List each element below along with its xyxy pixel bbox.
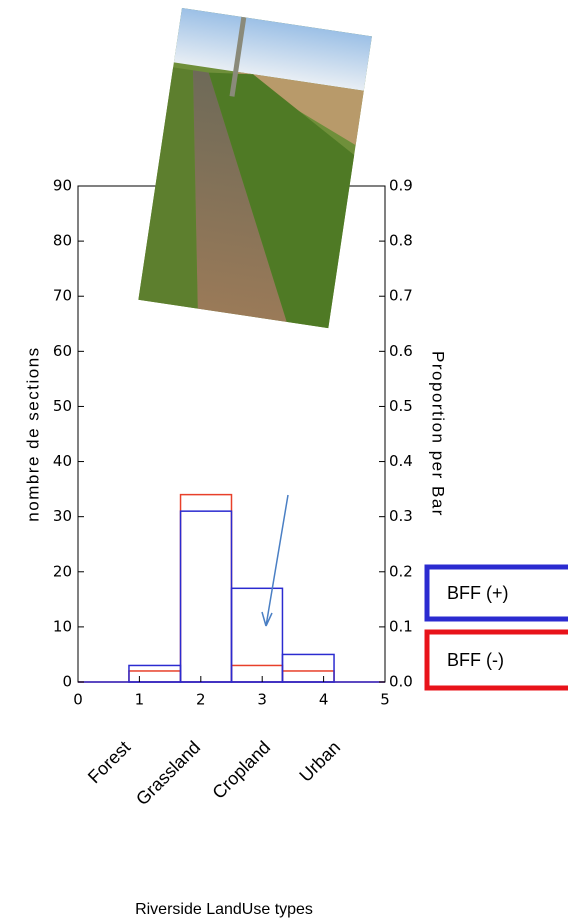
arrow [261,494,289,627]
x-tick-label: 1 [135,691,145,709]
y-tick-label: 70 [53,287,72,305]
category-label: Grassland [132,737,204,809]
bar [179,510,233,683]
y2-tick-label: 0.6 [389,342,413,360]
y-tick-label: 80 [53,232,72,250]
y2-tick-label: 0.0 [389,673,413,691]
y2-tick-label: 0.8 [389,232,413,250]
legend-box [424,629,568,691]
y2-tick-label: 0.7 [389,287,413,305]
y-tick-label: 10 [53,617,72,635]
y2-tick-label: 0.4 [389,452,413,470]
y2-tick-label: 0.2 [389,562,413,580]
y-tick-label: 60 [53,342,72,360]
x-tick-label: 2 [196,691,206,709]
x-tick-label: 3 [257,691,267,709]
y2-tick-label: 0.3 [389,507,413,525]
bar [128,664,182,683]
legend-box [424,564,568,622]
y-tick-label: 90 [53,177,72,195]
y-tick-label: 40 [53,452,72,470]
bar [281,670,335,683]
bar [230,587,284,683]
y-tick-label: 30 [53,507,72,525]
legend-label: BFF (+) [447,583,509,603]
y-tick-label: 50 [53,397,72,415]
x-axis-label: Riverside LandUse types [135,901,313,918]
bar [179,493,233,683]
y-tick-label: 20 [53,562,72,580]
y2-axis-label: Proportion per Bar [429,351,448,517]
x-tick-label: 5 [380,691,390,709]
plot-area [78,493,385,683]
y-axis-label: nombre de sections [23,346,42,521]
bar [128,670,182,683]
y2-tick-label: 0.9 [389,177,413,195]
x-tick-label: 0 [73,691,83,709]
category-label: Forest [84,737,134,787]
category-label: Urban [295,737,344,786]
y2-tick-label: 0.5 [389,397,413,415]
x-tick-label: 4 [319,691,329,709]
y2-tick-label: 0.1 [389,617,413,635]
bar [230,664,284,683]
bar [281,653,335,683]
legend-label: BFF (-) [447,650,504,670]
y-tick-label: 0 [62,673,72,691]
photo [138,8,372,329]
category-label: Cropland [208,737,274,803]
